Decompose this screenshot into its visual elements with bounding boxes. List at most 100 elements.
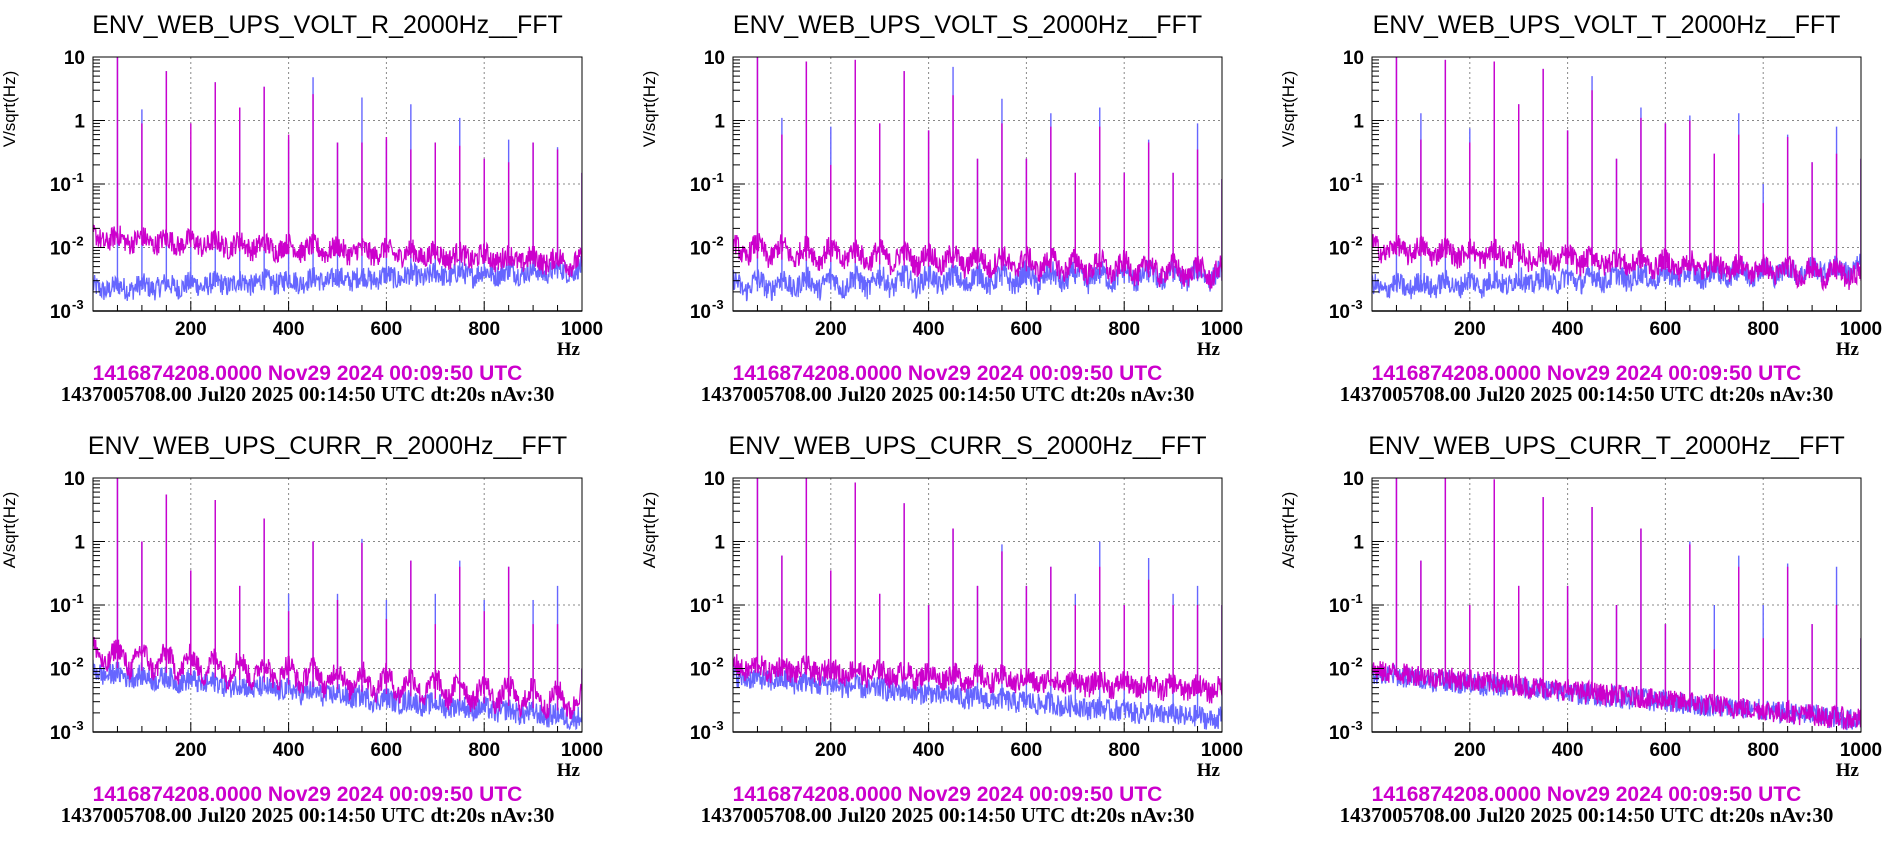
y-axis-label: A/sqrt(Hz): [1279, 492, 1298, 569]
y-tick-exponent: -1: [72, 170, 84, 185]
y-tick-label: 10: [50, 175, 71, 196]
x-axis-label: Hz: [1197, 760, 1221, 781]
fft-panel-4: ENV_WEB_UPS_CURR_R_2000Hz__FFT 200 400 600 8…: [0, 432, 603, 827]
x-tick-label: 400: [1552, 740, 1584, 761]
y-tick-exponent: -3: [72, 718, 84, 733]
reference-timestamp: 1416874208.0000 Nov29 2024 00:09:50 UTC: [1372, 783, 1802, 806]
y-tick-label: 10: [1343, 48, 1364, 69]
fft-panel-6: ENV_WEB_UPS_CURR_T_2000Hz__FFT 200 400 600 8…: [1279, 432, 1882, 827]
y-tick-exponent: -1: [712, 170, 724, 185]
series-group: [93, 478, 582, 731]
x-tick-label: 800: [468, 319, 500, 340]
y-tick-exponent: -2: [1351, 234, 1363, 249]
y-tick-label: 10: [704, 48, 725, 69]
y-tick-label: 10: [50, 596, 71, 617]
y-tick-label: 10: [690, 239, 711, 260]
x-tick-label: 800: [1108, 319, 1140, 340]
y-tick-exponent: -3: [1351, 718, 1363, 733]
x-tick-label: 400: [273, 740, 305, 761]
x-tick-label: 800: [1747, 319, 1779, 340]
x-tick-label: 400: [1552, 319, 1584, 340]
x-tick-label: 600: [1650, 740, 1682, 761]
y-axis-label: V/sqrt(Hz): [0, 71, 19, 148]
fft-panel-2: ENV_WEB_UPS_VOLT_S_2000Hz__FFT 200 400 600 8…: [640, 11, 1243, 406]
x-tick-label: 800: [1108, 740, 1140, 761]
x-tick-label: 400: [913, 740, 945, 761]
y-tick-label: 10: [704, 469, 725, 490]
y-tick-label: 10: [64, 48, 85, 69]
x-axis-label: Hz: [557, 760, 581, 781]
series-group: [93, 57, 582, 301]
x-tick-label: 800: [468, 740, 500, 761]
series-group: [733, 57, 1222, 302]
x-tick-label: 1000: [1201, 319, 1243, 340]
y-tick-label: 10: [1329, 302, 1350, 323]
current-timestamp: 1437005708.00 Jul20 2025 00:14:50 UTC dt…: [1340, 382, 1834, 406]
current-timestamp: 1437005708.00 Jul20 2025 00:14:50 UTC dt…: [61, 803, 555, 827]
chart-title: ENV_WEB_UPS_VOLT_T_2000Hz__FFT: [1373, 11, 1841, 39]
y-tick-exponent: -2: [72, 234, 84, 249]
fft-panel-1: ENV_WEB_UPS_VOLT_R_2000Hz__FFT 200 400 600 8…: [0, 11, 603, 406]
x-axis-label: Hz: [1836, 339, 1860, 360]
x-tick-label: 800: [1747, 740, 1779, 761]
y-tick-label: 10: [50, 723, 71, 744]
y-tick-label: 1: [74, 112, 85, 133]
y-tick-label: 10: [1329, 175, 1350, 196]
y-tick-label: 10: [50, 302, 71, 323]
chart-title: ENV_WEB_UPS_CURR_R_2000Hz__FFT: [88, 432, 567, 460]
fft-panel-3: ENV_WEB_UPS_VOLT_T_2000Hz__FFT 200 400 600 8…: [1279, 11, 1882, 406]
y-tick-label: 1: [74, 533, 85, 554]
y-tick-label: 10: [64, 469, 85, 490]
chart-title: ENV_WEB_UPS_VOLT_R_2000Hz__FFT: [92, 11, 563, 39]
x-tick-label: 200: [1454, 740, 1486, 761]
y-tick-label: 10: [690, 302, 711, 323]
x-tick-label: 200: [815, 740, 847, 761]
reference-timestamp: 1416874208.0000 Nov29 2024 00:09:50 UTC: [93, 362, 523, 385]
y-tick-exponent: -3: [1351, 297, 1363, 312]
y-tick-label: 1: [714, 112, 725, 133]
y-tick-label: 10: [690, 596, 711, 617]
current-timestamp: 1437005708.00 Jul20 2025 00:14:50 UTC dt…: [701, 382, 1195, 406]
fft-panel-5: ENV_WEB_UPS_CURR_S_2000Hz__FFT 200 400 600 8…: [640, 432, 1243, 827]
y-tick-exponent: -2: [712, 655, 724, 670]
current-timestamp: 1437005708.00 Jul20 2025 00:14:50 UTC dt…: [701, 803, 1195, 827]
y-tick-exponent: -1: [72, 591, 84, 606]
series-current-floor: [93, 255, 582, 301]
y-tick-label: 1: [714, 533, 725, 554]
x-tick-label: 400: [273, 319, 305, 340]
x-tick-label: 1000: [1201, 740, 1243, 761]
y-tick-exponent: -3: [72, 297, 84, 312]
y-axis-label: A/sqrt(Hz): [0, 492, 19, 569]
y-tick-exponent: -1: [1351, 170, 1363, 185]
current-timestamp: 1437005708.00 Jul20 2025 00:14:50 UTC dt…: [61, 382, 555, 406]
x-tick-label: 1000: [561, 319, 603, 340]
x-tick-label: 1000: [1840, 319, 1882, 340]
y-tick-label: 10: [1329, 660, 1350, 681]
y-tick-label: 10: [690, 660, 711, 681]
y-tick-exponent: -2: [712, 234, 724, 249]
x-tick-label: 600: [1011, 740, 1043, 761]
y-tick-label: 10: [690, 723, 711, 744]
series-group: [1372, 57, 1861, 300]
y-tick-label: 10: [50, 660, 71, 681]
y-tick-label: 1: [1353, 112, 1364, 133]
current-timestamp: 1437005708.00 Jul20 2025 00:14:50 UTC dt…: [1340, 803, 1834, 827]
y-tick-label: 10: [1329, 596, 1350, 617]
x-tick-label: 200: [1454, 319, 1486, 340]
x-tick-label: 1000: [561, 740, 603, 761]
x-tick-label: 600: [1011, 319, 1043, 340]
y-tick-label: 10: [1343, 469, 1364, 490]
series-group: [1372, 478, 1861, 731]
y-tick-exponent: -3: [712, 297, 724, 312]
x-tick-label: 200: [175, 319, 207, 340]
y-tick-exponent: -1: [1351, 591, 1363, 606]
y-tick-exponent: -1: [712, 591, 724, 606]
y-tick-label: 1: [1353, 533, 1364, 554]
reference-timestamp: 1416874208.0000 Nov29 2024 00:09:50 UTC: [733, 783, 1163, 806]
y-tick-exponent: -2: [72, 655, 84, 670]
y-axis-label: A/sqrt(Hz): [640, 492, 659, 569]
x-tick-label: 200: [815, 319, 847, 340]
y-tick-label: 10: [50, 239, 71, 260]
chart-title: ENV_WEB_UPS_CURR_S_2000Hz__FFT: [729, 432, 1207, 460]
